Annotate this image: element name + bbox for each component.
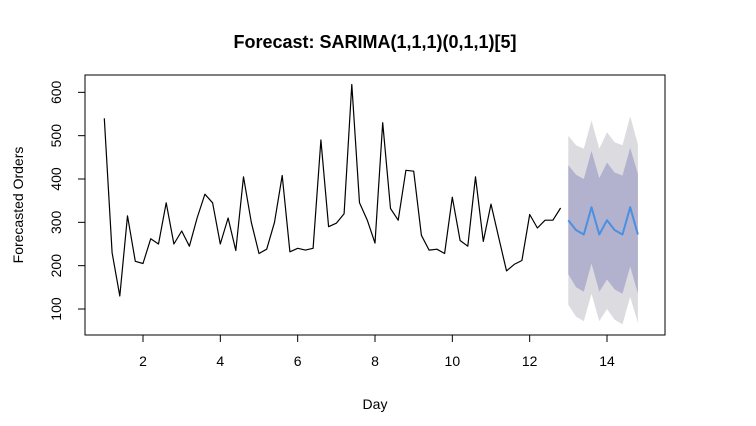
y-axis-label: Forecasted Orders <box>10 147 26 264</box>
y-tick-label: 400 <box>48 167 64 191</box>
x-axis: 2 4 6 8 10 12 14 <box>139 334 615 369</box>
band-80-percent <box>568 147 638 294</box>
x-tick-label: 10 <box>445 353 461 369</box>
x-tick-label: 8 <box>371 353 379 369</box>
forecast-mean-line <box>567 206 639 236</box>
chart-title: Forecast: SARIMA(1,1,1)(0,1,1)[5] <box>233 32 516 52</box>
y-axis: 100 200 300 400 500 600 <box>48 80 86 321</box>
observed-series-line <box>103 83 562 297</box>
x-tick-label: 14 <box>599 353 615 369</box>
x-tick-label: 6 <box>294 353 302 369</box>
x-tick-label: 2 <box>139 353 147 369</box>
y-tick-label: 600 <box>48 80 64 104</box>
x-tick-label: 4 <box>216 353 224 369</box>
x-axis-label: Day <box>363 396 388 412</box>
y-tick-label: 200 <box>48 254 64 278</box>
y-tick-label: 100 <box>48 297 64 321</box>
y-tick-label: 300 <box>48 210 64 234</box>
y-tick-label: 500 <box>48 124 64 148</box>
plot-area <box>103 83 639 325</box>
x-tick-label: 12 <box>522 353 538 369</box>
